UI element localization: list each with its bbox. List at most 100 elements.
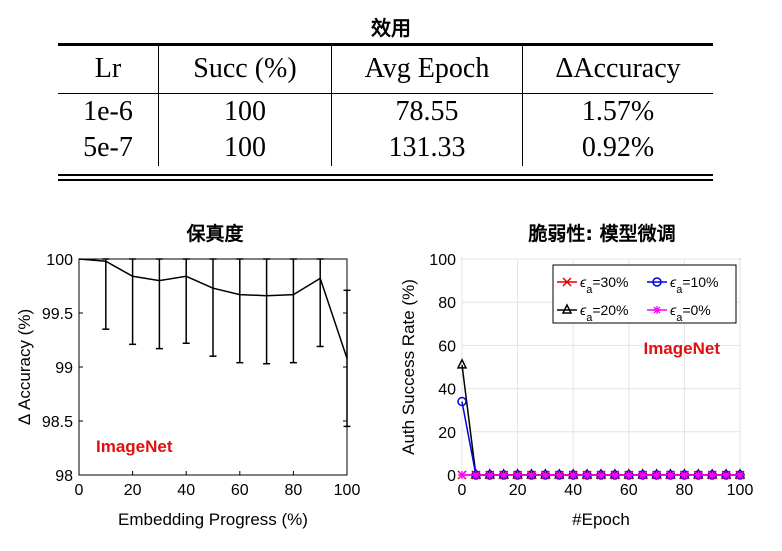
marker-star	[694, 471, 703, 479]
y-tick-label: 100	[429, 252, 456, 269]
table-row: 1e-6 100 78.55 1.57%	[58, 93, 713, 130]
legend-item: ϵa=10%	[647, 274, 719, 296]
y-tick-label: 20	[438, 425, 456, 442]
y-tick-label: 80	[438, 295, 456, 312]
marker-star	[458, 471, 466, 479]
marker-stroke	[611, 471, 619, 479]
marker-star	[569, 471, 578, 479]
series-line	[78, 258, 348, 359]
marker-stroke	[562, 277, 572, 287]
table-bottom-rule	[58, 174, 713, 176]
marker-stroke	[514, 471, 522, 479]
legend: ϵa=30% ϵa=10%ϵa=20% ϵa=0%	[552, 264, 737, 324]
marker-stroke	[541, 471, 549, 479]
marker-triangle	[456, 358, 468, 369]
marker-stroke	[639, 471, 647, 479]
marker-star	[555, 471, 564, 479]
left-chart-title: 保真度	[186, 223, 244, 245]
header-succ: Succ (%)	[158, 45, 332, 94]
x-ticks: 0 20 40 60 80 100	[458, 482, 754, 499]
series-group	[456, 358, 746, 480]
marker-stroke	[653, 471, 661, 479]
fidelity-chart: 98 98.5 99 99.5 100 0 20 40 60 80 100 Δ Accuracy …	[15, 252, 361, 529]
marker-star	[652, 471, 661, 479]
table-top-rule	[58, 43, 713, 46]
marker-star	[736, 471, 744, 479]
x-tick-label: 80	[676, 482, 694, 499]
x-tick-label: 100	[727, 482, 754, 499]
dataset-annotation: ImageNet	[96, 437, 173, 456]
x-tick-label: 0	[75, 482, 84, 499]
y-axis-label: Δ Accuracy (%)	[15, 309, 34, 425]
x-tick-label: 100	[334, 482, 361, 499]
marker-star	[541, 471, 550, 479]
legend-value: =20%	[592, 302, 628, 318]
legend-label: ϵa=30%	[580, 274, 629, 296]
cell-succ: 100	[158, 93, 332, 130]
y-tick-label: 60	[438, 338, 456, 355]
table-bottom-rule-2	[58, 179, 713, 181]
legend-subscript: a	[586, 284, 593, 296]
marker-circle	[652, 277, 662, 287]
legend-label: ϵa=10%	[670, 274, 719, 296]
legend-label: ϵa=20%	[580, 302, 629, 324]
legend-item: ϵa=20%	[557, 302, 629, 324]
y-tick-label: 100	[46, 252, 73, 269]
series-star	[458, 471, 744, 479]
marker-stroke	[569, 471, 577, 479]
cell-avg-epoch: 78.55	[331, 93, 523, 130]
marker-star	[471, 471, 480, 479]
marker-stroke	[680, 471, 688, 479]
marker-star	[597, 471, 605, 479]
marker-star	[513, 471, 522, 479]
cell-lr: 1e-6	[83, 96, 133, 127]
table-title: 效用	[371, 16, 411, 40]
legend-value: =10%	[682, 274, 718, 290]
legend-subscript: a	[676, 284, 683, 296]
legend-value: =0%	[682, 302, 710, 318]
legend-symbol: ϵ	[580, 274, 587, 290]
x-tick-label: 40	[564, 482, 582, 499]
marker-circle	[457, 396, 467, 407]
legend-item: ϵa=0%	[647, 302, 711, 324]
y-axis-label: Auth Success Rate (%)	[399, 279, 418, 455]
marker-stroke	[708, 471, 716, 479]
x-ticks: 0 20 40 60 80 100	[75, 259, 361, 499]
legend-symbol: ϵ	[670, 302, 677, 318]
y-tick-label: 98.5	[42, 414, 73, 431]
legend-value: =30%	[592, 274, 628, 290]
marker-star	[485, 471, 494, 479]
marker-star	[638, 471, 647, 479]
cell-lr: 5e-7	[83, 132, 133, 163]
table-header-row: Lr Succ (%) Avg Epoch ΔAccuracy	[58, 45, 713, 94]
marker-stroke	[528, 471, 535, 479]
x-tick-label: 20	[509, 482, 527, 499]
marker-stroke	[472, 471, 480, 479]
marker-stroke	[736, 471, 744, 479]
legend-symbol: ϵ	[670, 274, 677, 290]
legend-item: ϵa=30%	[557, 274, 629, 296]
y-tick-label: 40	[438, 382, 456, 399]
marker-stroke	[722, 471, 730, 479]
marker-star	[666, 471, 675, 479]
header-avg-epoch: Avg Epoch	[331, 45, 523, 94]
marker-star	[610, 471, 619, 479]
y-ticks: 0 20 40 60 80 100	[429, 252, 456, 485]
marker-stroke	[555, 471, 563, 479]
marker-stroke	[667, 471, 674, 479]
x-tick-label: 60	[620, 482, 638, 499]
legend-subscript: a	[676, 312, 683, 324]
x-axis-label: Embedding Progress (%)	[118, 510, 308, 529]
y-tick-label: 98	[55, 468, 73, 485]
x-tick-label: 80	[285, 482, 303, 499]
marker-star	[722, 471, 731, 479]
marker-star	[653, 306, 661, 314]
marker-stroke	[486, 471, 494, 479]
cell-succ: 100	[158, 130, 332, 166]
marker-star	[499, 471, 508, 479]
cell-delta-accuracy: 0.92%	[522, 130, 713, 166]
marker-stroke	[500, 471, 508, 479]
cell-delta-accuracy: 1.57%	[522, 93, 713, 130]
marker-stroke	[597, 471, 605, 479]
